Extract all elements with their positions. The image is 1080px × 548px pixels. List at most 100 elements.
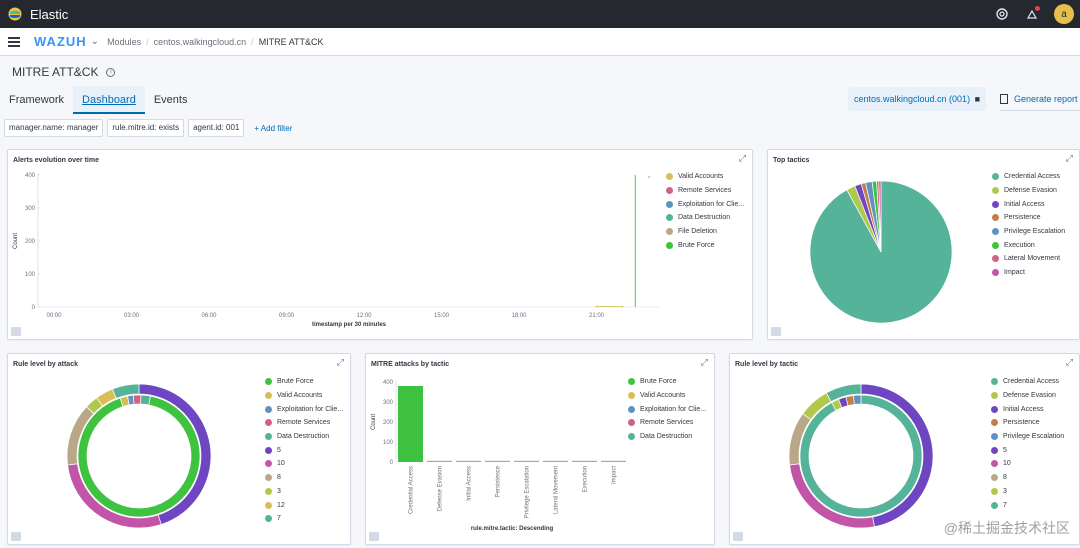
legend-label: 10 [1003,460,1011,468]
y-tick-label: 100 [383,440,394,446]
legend-dot [265,392,272,400]
legend-item[interactable]: Credential Access [991,375,1064,389]
nav-bar: WAZUH ⌄ Modules / centos.walkingcloud.cn… [0,28,1080,56]
legend-item[interactable]: 8 [265,471,343,485]
table-view-icon[interactable] [771,327,781,336]
legend-item[interactable]: Exploitation for Clie... [666,197,744,211]
tab-events[interactable]: Events [153,94,188,106]
legend-item[interactable]: Defense Evasion [992,184,1065,198]
tab-framework[interactable]: Framework [9,94,65,106]
elastic-logo-icon[interactable] [8,7,22,21]
generate-report-button[interactable]: Generate report [1000,87,1080,111]
legend-item[interactable]: Data Destruction [628,430,706,444]
panel-title: Rule level by tactic [735,361,799,368]
table-view-icon[interactable] [11,532,21,541]
legend-item[interactable]: 5 [991,443,1064,457]
chevron-down-icon[interactable]: ⌄ [90,36,100,47]
legend-item[interactable]: Brute Force [628,375,706,389]
legend-dot [991,405,998,413]
breadcrumb-current: MITRE ATT&CK [258,36,324,47]
y-axis-label: Count [13,233,19,249]
filter-pill-manager[interactable]: manager.name: manager [4,119,104,137]
expand-icon[interactable]: ⤢ [1065,153,1073,163]
legend-dot [628,433,635,441]
legend-item[interactable]: Defense Evasion [991,389,1064,403]
legend-label: Remote Services [640,419,694,427]
legend-item[interactable]: 3 [991,485,1064,499]
legend-item[interactable]: 12 [265,498,343,512]
rule-level-by-attack-panel: Rule level by attack ⤢ Brute Force Valid … [7,353,351,545]
menu-icon[interactable] [8,35,20,49]
y-axis-label: Count [371,414,377,430]
y-tick-label: 100 [25,272,36,278]
expand-icon[interactable]: ⤢ [336,357,344,367]
filter-pill-mitre-id[interactable]: rule.mitre.id: exists [107,119,185,137]
info-icon[interactable]: i [106,67,116,77]
legend-item[interactable]: Lateral Movement [992,252,1065,266]
legend-label: Initial Access [1003,405,1044,413]
legend-item[interactable]: Credential Access [992,170,1065,184]
x-tick-label: Defense Evasion [438,466,444,511]
user-avatar[interactable]: a [1054,4,1074,24]
legend-label: Initial Access [1004,200,1045,208]
breadcrumb-agent[interactable]: centos.walkingcloud.cn [153,36,247,47]
legend-item[interactable]: 5 [265,443,343,457]
legend-item[interactable]: Privilege Escalation [992,225,1065,239]
expand-icon[interactable]: ⤢ [700,357,708,367]
top-tactics-panel: Top tactics ⤢ Credential Access Defense E… [767,149,1080,340]
legend-label: Exploitation for Clie... [678,200,745,208]
legend-item[interactable]: Execution [992,238,1065,252]
table-view-icon[interactable] [369,532,379,541]
watermark: @稀土掘金技术社区 [943,520,1070,536]
legend-item[interactable]: Privilege Escalation [991,430,1064,444]
legend-item[interactable]: Brute Force [666,238,744,252]
breadcrumb-modules[interactable]: Modules [107,36,142,47]
legend-item[interactable]: 8 [991,471,1064,485]
legend-item[interactable]: 7 [265,512,343,526]
legend-dot [991,474,998,482]
help-icon[interactable] [994,6,1010,22]
y-tick-label: 200 [25,239,36,245]
legend-item[interactable]: Impact [992,266,1065,280]
legend-item[interactable]: Valid Accounts [265,389,343,403]
agent-selector[interactable]: centos.walkingcloud.cn (001) ■ [848,87,986,111]
bar [398,386,423,462]
legend-label: Remote Services [678,187,732,195]
wazuh-logo[interactable]: WAZUH [34,34,87,49]
legend-item[interactable]: Persistence [992,211,1065,225]
legend-item[interactable]: Data Destruction [666,211,744,225]
legend-item[interactable]: 3 [265,485,343,499]
tab-dashboard[interactable]: Dashboard [73,86,145,114]
legend-item[interactable]: Exploitation for Clie... [628,402,706,416]
pin-icon[interactable]: ■ [974,94,980,104]
legend-item[interactable]: Data Destruction [265,430,343,444]
legend-label: 7 [1003,501,1007,509]
legend-item[interactable]: Initial Access [991,402,1064,416]
x-tick-label: Execution [583,466,589,492]
legend-dot [265,378,272,386]
legend-item[interactable]: Remote Services [265,416,343,430]
legend-item[interactable]: Initial Access [992,197,1065,211]
legend-item[interactable]: Brute Force [265,375,343,389]
legend-item[interactable]: Exploitation for Clie... [265,402,343,416]
expand-icon[interactable]: ⤢ [738,153,746,163]
legend-item[interactable]: 7 [991,498,1064,512]
x-tick-label: 03:00 [124,313,140,319]
filter-pill-agent-id[interactable]: agent.id: 001 [188,119,245,137]
legend-item[interactable]: Persistence [991,416,1064,430]
series-point [595,305,598,308]
legend-item[interactable]: File Deletion [666,225,744,239]
legend-item[interactable]: 10 [265,457,343,471]
expand-icon[interactable]: ⤢ [1065,357,1073,367]
legend-dot [992,269,999,277]
legend-item[interactable]: Valid Accounts [628,389,706,403]
table-view-icon[interactable] [11,327,21,336]
legend-item[interactable]: Remote Services [628,416,706,430]
add-filter-button[interactable]: + Add filter [254,123,293,133]
legend-item[interactable]: 10 [991,457,1064,471]
table-view-icon[interactable] [733,532,743,541]
legend-label: 8 [1003,474,1007,482]
legend-item[interactable]: Remote Services [666,184,744,198]
newsfeed-icon[interactable] [1024,6,1040,22]
legend-item[interactable]: Valid Accounts [666,170,744,184]
